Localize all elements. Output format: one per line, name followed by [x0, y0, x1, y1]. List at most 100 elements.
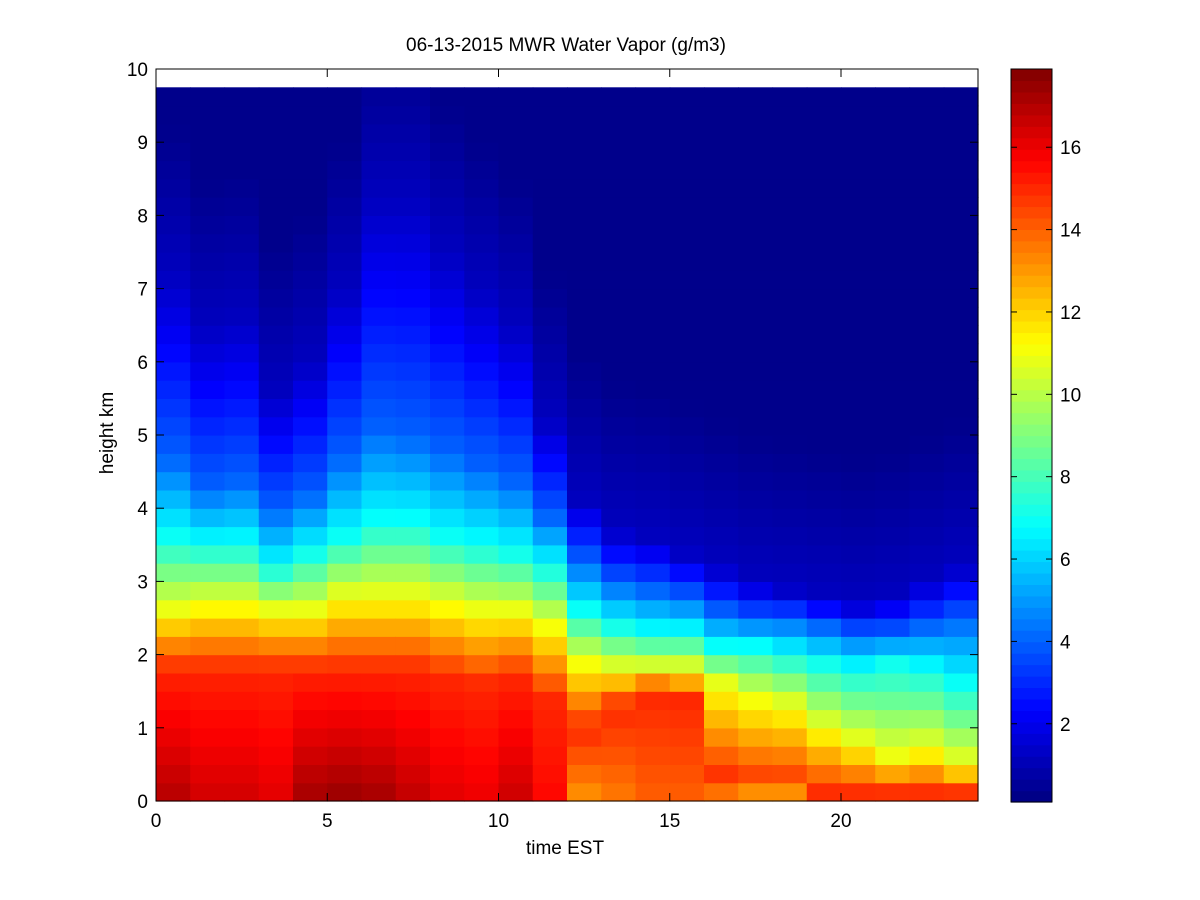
heatmap-cell — [806, 233, 842, 253]
heatmap-cell — [395, 343, 431, 363]
heatmap-cell — [669, 87, 705, 107]
heatmap-cell — [293, 672, 328, 692]
heatmap-cell — [327, 471, 363, 491]
heatmap-cell — [430, 142, 465, 162]
heatmap-cell — [806, 398, 842, 418]
heatmap-cell — [635, 215, 671, 235]
heatmap-cell — [156, 178, 191, 198]
heatmap-cell — [841, 435, 876, 454]
heatmap-cell — [567, 288, 602, 308]
heatmap-cell — [567, 160, 602, 180]
heatmap-cell — [669, 709, 705, 729]
heatmap-cell — [327, 178, 363, 198]
colorbar-segment — [1011, 126, 1052, 139]
heatmap-cell — [532, 746, 568, 765]
heatmap-cell — [395, 197, 431, 216]
heatmap-cell — [464, 599, 500, 619]
heatmap-cell — [806, 471, 842, 491]
heatmap-cell — [156, 123, 191, 143]
heatmap-cell — [224, 599, 260, 619]
heatmap-cell — [875, 453, 911, 473]
heatmap-cell — [806, 306, 842, 326]
heatmap-cell — [361, 544, 397, 564]
heatmap-cell — [806, 252, 842, 271]
heatmap-cell — [806, 599, 842, 619]
heatmap-cell — [875, 636, 911, 656]
heatmap-cell — [464, 526, 500, 546]
heatmap-cell — [156, 782, 191, 802]
heatmap-cell — [190, 746, 226, 765]
heatmap-cell — [498, 270, 534, 290]
heatmap-cell — [498, 178, 534, 198]
heatmap-cell — [430, 178, 465, 198]
heatmap-cell — [704, 343, 739, 363]
heatmap-cell — [567, 581, 602, 601]
heatmap-cell — [738, 123, 774, 143]
heatmap-cell — [567, 563, 602, 582]
heatmap-cell — [601, 544, 637, 564]
heatmap-cell — [738, 178, 774, 198]
colorbar-segment — [1011, 103, 1052, 116]
heatmap-cell — [567, 380, 602, 399]
heatmap-cell — [738, 416, 774, 436]
heatmap-cell — [156, 581, 191, 601]
heatmap-cell — [669, 544, 705, 564]
heatmap-cell — [772, 581, 808, 601]
heatmap-cell — [943, 764, 979, 784]
heatmap-cell — [806, 123, 842, 143]
heatmap-cell — [190, 618, 226, 637]
heatmap-cell — [258, 105, 294, 125]
heatmap-cell — [258, 563, 294, 582]
heatmap-cell — [224, 215, 260, 235]
heatmap-cell — [567, 361, 602, 381]
heatmap-cell — [430, 746, 465, 765]
colorbar-tick-label: 10 — [1060, 385, 1081, 406]
heatmap-cell — [190, 361, 226, 381]
heatmap-cell — [738, 508, 774, 528]
heatmap-cell — [395, 270, 431, 290]
heatmap-cell — [943, 453, 979, 473]
heatmap-cell — [156, 746, 191, 765]
heatmap-cell — [669, 727, 705, 747]
heatmap-cell — [293, 252, 328, 271]
heatmap-cell — [361, 746, 397, 765]
heatmap-cell — [704, 233, 739, 253]
heatmap-cell — [806, 636, 842, 656]
heatmap-cell — [361, 380, 397, 399]
heatmap-cell — [224, 343, 260, 363]
heatmap-cell — [875, 471, 911, 491]
heatmap-cell — [190, 709, 226, 729]
heatmap-cell — [532, 727, 568, 747]
heatmap-cell — [841, 398, 876, 418]
colorbar-segment — [1011, 194, 1052, 208]
heatmap-cell — [635, 709, 671, 729]
heatmap-cell — [635, 764, 671, 784]
colorbar-segment — [1011, 217, 1052, 230]
heatmap-cell — [430, 782, 465, 802]
heatmap-cell — [327, 599, 363, 619]
heatmap-cell — [464, 398, 500, 418]
heatmap-cell — [635, 435, 671, 454]
heatmap-cell — [875, 361, 911, 381]
heatmap-cell — [293, 142, 328, 162]
heatmap-cell — [943, 123, 979, 143]
heatmap-cell — [361, 471, 397, 491]
heatmap-cell — [156, 215, 191, 235]
heatmap-cell — [875, 672, 911, 692]
heatmap-cell — [258, 270, 294, 290]
heatmap-cell — [841, 618, 876, 637]
heatmap-cell — [464, 87, 500, 107]
heatmap-cell — [224, 105, 260, 125]
heatmap-cell — [293, 691, 328, 711]
heatmap-cell — [430, 654, 465, 674]
heatmap-cell — [224, 453, 260, 473]
heatmap-cell — [430, 270, 465, 290]
heatmap-cell — [430, 508, 465, 528]
colorbar-segment — [1011, 721, 1052, 734]
heatmap-cell — [704, 489, 739, 509]
heatmap-cell — [224, 636, 260, 656]
heatmap-cell — [772, 398, 808, 418]
heatmap-cell — [224, 270, 260, 290]
heatmap-cell — [224, 380, 260, 399]
heatmap-cell — [464, 380, 500, 399]
